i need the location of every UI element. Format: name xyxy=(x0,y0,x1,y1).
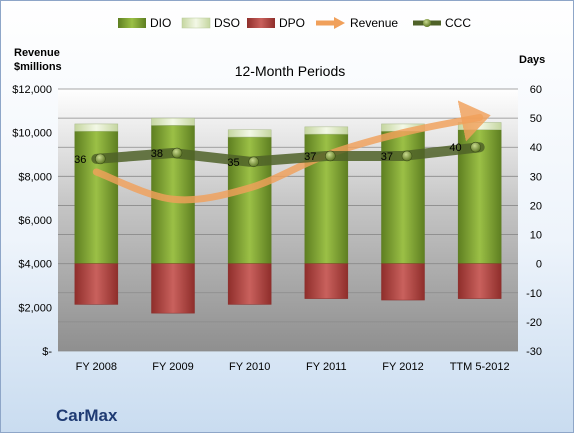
legend-label-revenue: Revenue xyxy=(350,16,398,30)
legend-arrow-icon xyxy=(334,17,345,29)
y-right-tick: 10 xyxy=(530,230,542,242)
bar-dpo xyxy=(74,263,119,305)
bar-dpo xyxy=(151,263,195,314)
y-left-label-line1: Revenue xyxy=(14,47,60,59)
ccc-series: 36 38 35 37 37 40 xyxy=(74,141,485,169)
revenue-series xyxy=(92,100,491,204)
legend-swatch-dpo xyxy=(247,18,275,28)
y-left-tick: $10,000 xyxy=(12,128,52,140)
legend-swatch-dso xyxy=(181,17,211,29)
ccc-line xyxy=(91,142,485,167)
y-right-tick: 40 xyxy=(530,142,542,154)
x-tick: FY 2008 xyxy=(76,361,117,373)
y-right-label: Days xyxy=(519,54,545,66)
ccc-marker xyxy=(470,141,481,153)
ccc-data-label: 40 xyxy=(449,142,461,154)
ccc-marker xyxy=(325,150,336,162)
ccc-data-label: 35 xyxy=(227,157,239,169)
bar-dio xyxy=(74,130,119,264)
y-left-tick: $4,000 xyxy=(18,259,52,271)
y-right-tick: 20 xyxy=(530,200,542,212)
ccc-marker xyxy=(401,150,413,162)
ccc-data-label: 37 xyxy=(381,151,393,163)
revenue-line xyxy=(92,100,491,204)
legend-label-dpo: DPO xyxy=(279,16,305,30)
y-left-tick: $- xyxy=(42,346,52,358)
legend-swatch-dio xyxy=(118,18,146,28)
y-right-tick: -30 xyxy=(526,346,542,358)
x-tick: TTM 5-2012 xyxy=(450,361,510,373)
ccc-data-label: 38 xyxy=(151,148,163,160)
y-left-tick: $2,000 xyxy=(18,302,52,314)
y-left-tick: $8,000 xyxy=(18,171,52,183)
plot-area xyxy=(58,89,518,351)
y-left-ticks: $- $2,000 $4,000 $6,000 $8,000 $10,000 $12,000 xyxy=(12,84,52,358)
y-right-ticks: -30 -20 -10 0 10 20 30 40 50 60 xyxy=(526,84,542,358)
chart-title: 12-Month Periods xyxy=(235,63,346,79)
y-right-tick: 0 xyxy=(536,259,542,271)
x-ticks: FY 2008 FY 2009 FY 2010 FY 2011 FY 2012 TTM 5… xyxy=(76,361,510,373)
bar-dpo xyxy=(304,263,349,299)
x-tick: FY 2009 xyxy=(152,361,193,373)
bar-dpo xyxy=(381,263,425,301)
y-right-tick: 50 xyxy=(530,113,542,125)
bar-dpo xyxy=(227,263,272,305)
company-name: CarMax xyxy=(56,406,118,425)
bar-dso xyxy=(304,126,349,135)
legend: DIO DSO DPO Revenue CCC xyxy=(118,16,471,30)
y-left-label-line2: $millions xyxy=(14,61,62,73)
y-left-tick: $12,000 xyxy=(12,84,52,96)
legend-label-ccc: CCC xyxy=(445,16,471,30)
legend-label-dio: DIO xyxy=(150,16,171,30)
legend-dot-icon xyxy=(423,19,431,27)
ccc-marker xyxy=(171,147,183,159)
y-left-tick: $6,000 xyxy=(18,215,52,227)
y-right-tick: 30 xyxy=(530,171,542,183)
legend-label-dso: DSO xyxy=(214,16,240,30)
x-tick: FY 2011 xyxy=(306,361,347,373)
bar-dso xyxy=(227,129,272,138)
x-tick: FY 2010 xyxy=(229,361,270,373)
ccc-marker xyxy=(248,156,259,168)
x-tick: FY 2012 xyxy=(382,361,423,373)
y-right-tick: -10 xyxy=(526,288,542,300)
bar-dpo xyxy=(457,263,502,299)
bar-dso xyxy=(151,117,195,126)
y-right-tick: -20 xyxy=(526,317,542,329)
y-right-tick: 60 xyxy=(530,84,542,96)
bar-dso xyxy=(74,123,119,132)
ccc-data-label: 37 xyxy=(304,151,316,163)
ccc-marker xyxy=(95,153,106,165)
ccc-data-label: 36 xyxy=(74,154,86,166)
